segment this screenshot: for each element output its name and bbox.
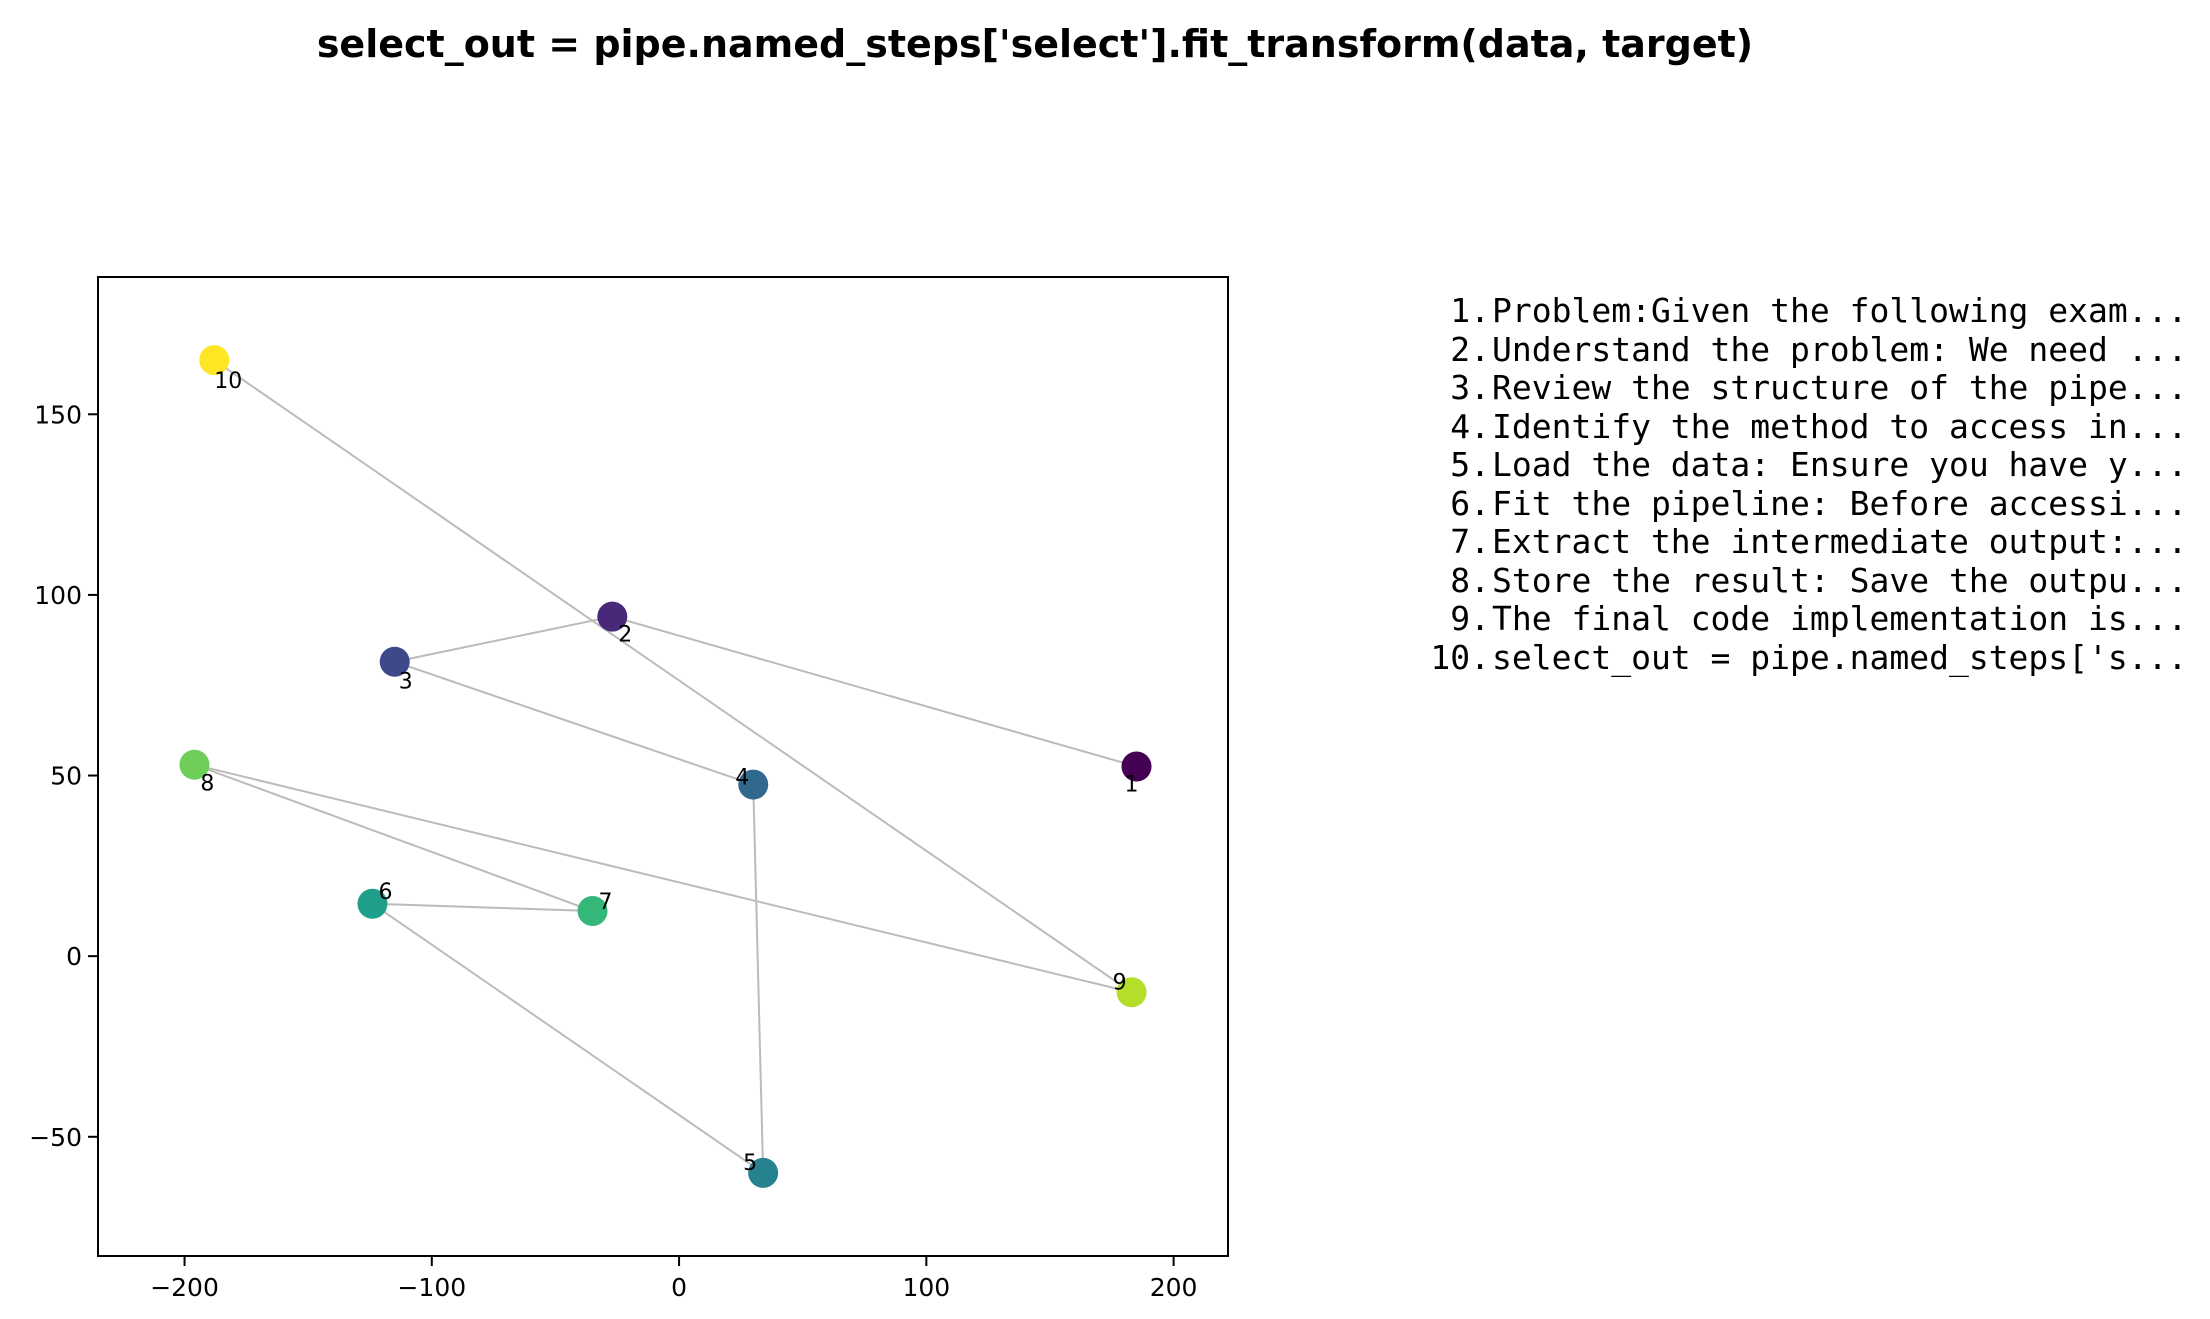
step-item: 8. Store the result: Save the outpu... <box>1385 560 2188 601</box>
step-item: 6. Fit the pipeline: Before accessi... <box>1385 483 2188 524</box>
connector-line-9-10 <box>213 359 1133 994</box>
connector-line-5-6 <box>371 902 764 1174</box>
connector-line-4-5 <box>752 784 765 1173</box>
point-label-3: 3 <box>399 670 413 695</box>
step-number: 1. <box>1450 291 1490 330</box>
step-text: select_out = pipe.named_steps['s... <box>1492 637 2188 677</box>
y-tick-label: −50 <box>29 1123 82 1152</box>
connector-line-7-8 <box>194 763 593 912</box>
step-number: 6. <box>1450 483 1490 523</box>
connector-line-1-2 <box>612 615 1137 768</box>
data-point-10 <box>199 345 230 376</box>
step-text: Review the structure of the pipe... <box>1492 368 2188 407</box>
data-point-6 <box>357 888 388 919</box>
data-point-2 <box>597 601 628 632</box>
x-axis: −200 −100 0 100 200 <box>150 1256 1197 1302</box>
y-axis: −50 0 50 100 150 <box>29 400 98 1152</box>
x-tick-label: −200 <box>150 1273 219 1302</box>
step-item: 1. Problem:Given the following exam... <box>1385 291 2188 331</box>
step-text: Store the result: Save the outpu... <box>1492 560 2188 600</box>
point-label-1: 1 <box>1125 773 1139 798</box>
step-number: 5. <box>1450 445 1490 484</box>
point-label-5: 5 <box>743 1151 757 1176</box>
step-item: 5. Load the data: Ensure you have y... <box>1385 445 2188 485</box>
step-item: 2. Understand the problem: We need ... <box>1385 329 2188 370</box>
connector-line-6-7 <box>372 902 593 913</box>
point-labels: 1 2 3 4 5 6 7 8 9 10 <box>200 369 1138 1176</box>
x-tick-label: −100 <box>397 1273 466 1302</box>
connector-line-2-3 <box>394 615 613 663</box>
point-label-6: 6 <box>378 880 392 905</box>
step-text: Problem:Given the following exam... <box>1492 291 2188 330</box>
step-item: 10. select_out = pipe.named_steps['s... <box>1385 637 2188 678</box>
step-text: Extract the intermediate output:... <box>1492 522 2188 561</box>
steps-list: 1. Problem:Given the following exam... 2. U… <box>1385 291 2188 678</box>
point-label-2: 2 <box>618 623 632 648</box>
x-tick-label: 0 <box>671 1273 687 1302</box>
data-point-5 <box>748 1157 779 1188</box>
step-number: 9. <box>1450 599 1490 638</box>
y-tick-label: 50 <box>50 762 82 791</box>
data-point-1 <box>1121 751 1152 782</box>
step-number: 8. <box>1450 560 1490 600</box>
data-points <box>179 345 1152 1188</box>
step-text: The final code implementation is... <box>1492 599 2188 638</box>
step-text: Fit the pipeline: Before accessi... <box>1492 483 2188 523</box>
connector-line-3-4 <box>394 660 754 786</box>
y-tick-label: 150 <box>34 400 82 429</box>
x-tick-label: 100 <box>902 1273 950 1302</box>
point-label-9: 9 <box>1113 970 1127 995</box>
step-number: 2. <box>1450 329 1490 369</box>
step-number: 10. <box>1430 637 1490 677</box>
step-item: 9. The final code implementation is... <box>1385 599 2188 639</box>
step-item: 7. Extract the intermediate output:... <box>1385 522 2188 562</box>
point-label-7: 7 <box>599 890 613 915</box>
connector-line-8-9 <box>194 763 1132 994</box>
step-number: 3. <box>1450 368 1490 407</box>
step-item: 4. Identify the method to access in... <box>1385 406 2188 447</box>
step-number: 4. <box>1450 406 1490 446</box>
step-text: Load the data: Ensure you have y... <box>1492 445 2188 484</box>
step-item: 3. Review the structure of the pipe... <box>1385 368 2188 408</box>
data-point-8 <box>179 749 210 780</box>
step-text: Identify the method to access in... <box>1492 406 2188 446</box>
chart-title: select_out = pipe.named_steps['select'].… <box>316 22 1754 66</box>
x-tick-label: 200 <box>1150 1273 1198 1302</box>
data-point-3 <box>379 646 410 677</box>
point-label-8: 8 <box>200 772 214 797</box>
plot-area-frame <box>97 276 1229 1257</box>
point-label-10: 10 <box>214 369 242 394</box>
data-point-4 <box>738 769 769 800</box>
y-tick-label: 100 <box>34 581 82 610</box>
connector-lines <box>194 359 1137 1174</box>
data-point-9 <box>1116 977 1147 1008</box>
y-tick-label: 0 <box>66 942 82 971</box>
point-label-4: 4 <box>735 766 749 791</box>
data-point-7 <box>577 896 608 927</box>
step-number: 7. <box>1450 522 1490 561</box>
step-text: Understand the problem: We need ... <box>1492 329 2188 369</box>
